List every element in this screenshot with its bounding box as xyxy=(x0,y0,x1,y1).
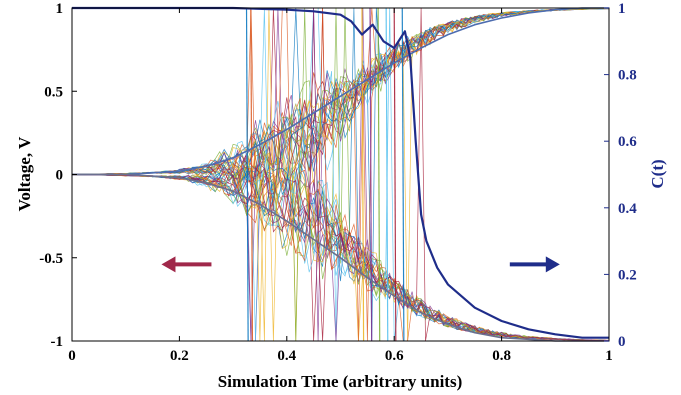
x-tick-label: 0.8 xyxy=(492,348,511,364)
spike-trace xyxy=(361,7,365,342)
x-tick-label: 0 xyxy=(68,348,76,364)
y2-tick-label: 0.8 xyxy=(618,68,637,84)
spike-trace xyxy=(250,7,254,342)
y2-tick-label: 0.2 xyxy=(618,267,637,283)
x-axis-title: Simulation Time (arbitrary units) xyxy=(218,372,462,391)
y-tick-label: 0 xyxy=(56,168,64,184)
y2-tick-label: 1 xyxy=(618,1,626,17)
series-line-0 xyxy=(72,7,609,176)
y2-axis-ticks: 1 0.8 0.6 0.4 0.2 0 xyxy=(604,1,637,350)
spike-trace xyxy=(245,7,249,342)
y-axis-ticks: 1 0.5 0 -0.5 -1 xyxy=(39,1,77,350)
spike-trace xyxy=(401,7,405,342)
plot-area xyxy=(72,8,609,341)
y2-tick-label: 0.4 xyxy=(618,201,637,217)
spike-trace xyxy=(369,7,373,342)
y2-tick-label: 0 xyxy=(618,334,626,350)
y-tick-label: -0.5 xyxy=(39,251,63,267)
x-tick-label: 0.4 xyxy=(277,348,296,364)
x-tick-label: 1 xyxy=(605,348,613,364)
y-tick-label: -1 xyxy=(51,334,64,350)
arrow-right xyxy=(509,256,560,273)
series-line-1 xyxy=(72,173,609,342)
spike-trace xyxy=(385,7,389,342)
x-axis-ticks: 0 0.2 0.4 0.6 0.8 1 xyxy=(68,8,613,364)
y-axis-title: Voltage, V xyxy=(15,136,34,211)
voltage-trace xyxy=(71,168,609,341)
y-tick-label: 0.5 xyxy=(44,84,63,100)
x-tick-label: 0.6 xyxy=(385,348,404,364)
y-tick-label: 1 xyxy=(56,1,64,17)
x-tick-label: 0.2 xyxy=(170,348,189,364)
arrow-left xyxy=(161,256,212,273)
arrows-layer xyxy=(161,256,560,273)
y2-tick-label: 0.6 xyxy=(618,134,637,150)
y2-axis-title: C(t) xyxy=(648,159,667,188)
